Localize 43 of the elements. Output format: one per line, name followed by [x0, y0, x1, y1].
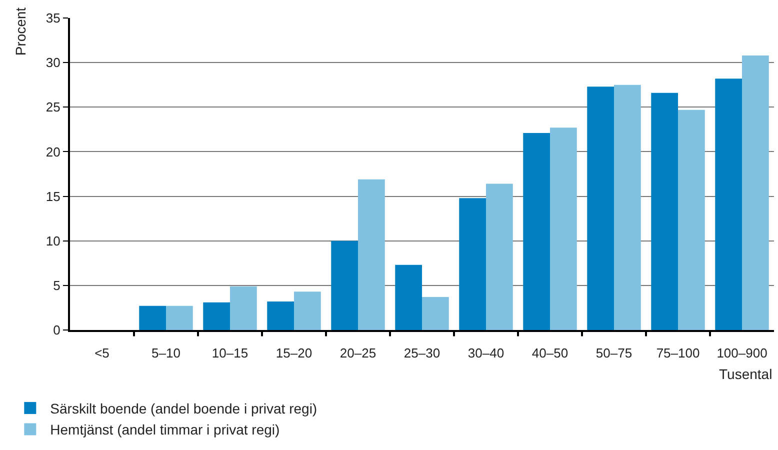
bar: [166, 306, 193, 330]
y-tick-label: 0: [53, 322, 60, 338]
bar: [139, 306, 166, 330]
x-tick-label: 75–100: [656, 346, 700, 361]
y-tick-label: 25: [46, 100, 60, 115]
bar: [230, 286, 257, 330]
x-tick-label: 100–900: [716, 346, 768, 361]
bar: [715, 78, 742, 330]
bar: [678, 110, 705, 330]
bar: [331, 240, 358, 330]
bar: [523, 132, 550, 330]
x-tick-label: 40–50: [532, 346, 568, 361]
bar: [422, 297, 449, 330]
bar: [358, 179, 385, 330]
x-tick-label: 50–75: [596, 346, 632, 361]
bar: [459, 198, 486, 330]
y-tick-label: 5: [53, 278, 60, 293]
y-tick-label: 15: [46, 188, 60, 204]
bar: [550, 128, 577, 330]
legend-label: Särskilt boende (andel boende i privat regi): [50, 400, 318, 416]
x-tick-label: 15–20: [276, 346, 312, 361]
x-tick-label: 30–40: [468, 346, 504, 361]
bar: [395, 264, 422, 330]
bar: [486, 184, 513, 330]
y-tick-label: 10: [46, 233, 60, 248]
x-tick-label: 25–30: [404, 346, 440, 361]
x-tick-label: 5–10: [152, 346, 180, 361]
y-tick-label: 20: [46, 144, 60, 160]
bar: [651, 92, 678, 330]
x-tick-label: 10–15: [212, 346, 248, 361]
x-axis-title: Tusental: [719, 366, 772, 382]
x-tick-label: 20–25: [340, 346, 376, 361]
bar: [614, 84, 641, 330]
x-tick-label: <5: [94, 346, 110, 361]
y-tick-label: 30: [46, 55, 60, 70]
bar: [742, 55, 769, 330]
y-tick-label: 35: [46, 10, 60, 26]
legend-label: Hemtjänst (andel timmar i privat regi): [50, 422, 280, 438]
bar: [203, 302, 230, 330]
bar: [294, 292, 321, 330]
bar: [267, 301, 294, 330]
bar: [587, 86, 614, 330]
y-axis-title: Procent: [12, 7, 29, 56]
